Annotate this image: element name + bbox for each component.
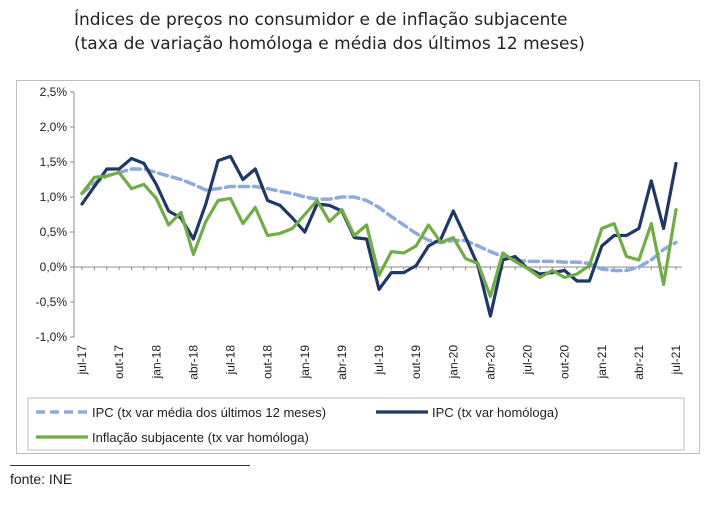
chart-title: Índices de preços no consumidor e de inf…	[74, 8, 694, 56]
legend-box	[27, 397, 685, 451]
chart-legend: IPC (tx var média dos últimos 12 meses) I…	[27, 397, 685, 451]
y-tick-label: -0,5%	[36, 295, 68, 309]
y-tick-label: 0,0%	[40, 260, 68, 274]
legend-label-3: Inflação subjacente (tx var homóloga)	[92, 430, 309, 445]
x-tick-label: out-17	[112, 345, 126, 379]
x-tick-label: jan-21	[595, 345, 609, 380]
x-tick-label: jul-20	[521, 345, 535, 376]
series-line-1	[80, 167, 678, 273]
x-tick-label: abr-18	[186, 345, 200, 380]
source-divider	[10, 465, 250, 466]
y-tick-label: -1,0%	[36, 330, 68, 344]
x-tick-label: abr-21	[632, 345, 646, 380]
series-line-3	[80, 170, 678, 298]
x-tick-label: out-20	[558, 345, 572, 379]
x-tick-label: jan-20	[446, 345, 460, 380]
chart-frame	[16, 80, 700, 454]
title-line-1: Índices de preços no consumidor e de inf…	[74, 10, 568, 30]
legend-label-1: IPC (tx var média dos últimos 12 meses)	[92, 405, 326, 420]
x-tick-label: jul-18	[224, 345, 238, 376]
x-tick-label: out-18	[261, 345, 275, 379]
x-tick-label: jul-17	[75, 345, 89, 376]
source-note: fonte: INE	[10, 471, 73, 487]
legend-label-2: IPC (tx var homóloga)	[432, 405, 558, 420]
y-tick-label: 1,5%	[40, 155, 68, 169]
title-line-2: (taxa de variação homóloga e média dos ú…	[74, 34, 585, 54]
series-line-2	[80, 154, 678, 318]
x-tick-label: jul-19	[372, 345, 386, 376]
x-tick-label: abr-19	[335, 345, 349, 380]
y-tick-label: 2,5%	[40, 85, 68, 99]
x-tick-label: jan-18	[149, 345, 163, 380]
y-tick-label: 2,0%	[40, 120, 68, 134]
x-tick-label: abr-20	[483, 345, 497, 380]
y-tick-label: 1,0%	[40, 190, 68, 204]
x-tick-label: jan-19	[298, 345, 312, 380]
x-tick-label: out-19	[409, 345, 423, 379]
y-tick-label: 0,5%	[40, 225, 68, 239]
x-tick-label: jul-21	[669, 345, 683, 376]
